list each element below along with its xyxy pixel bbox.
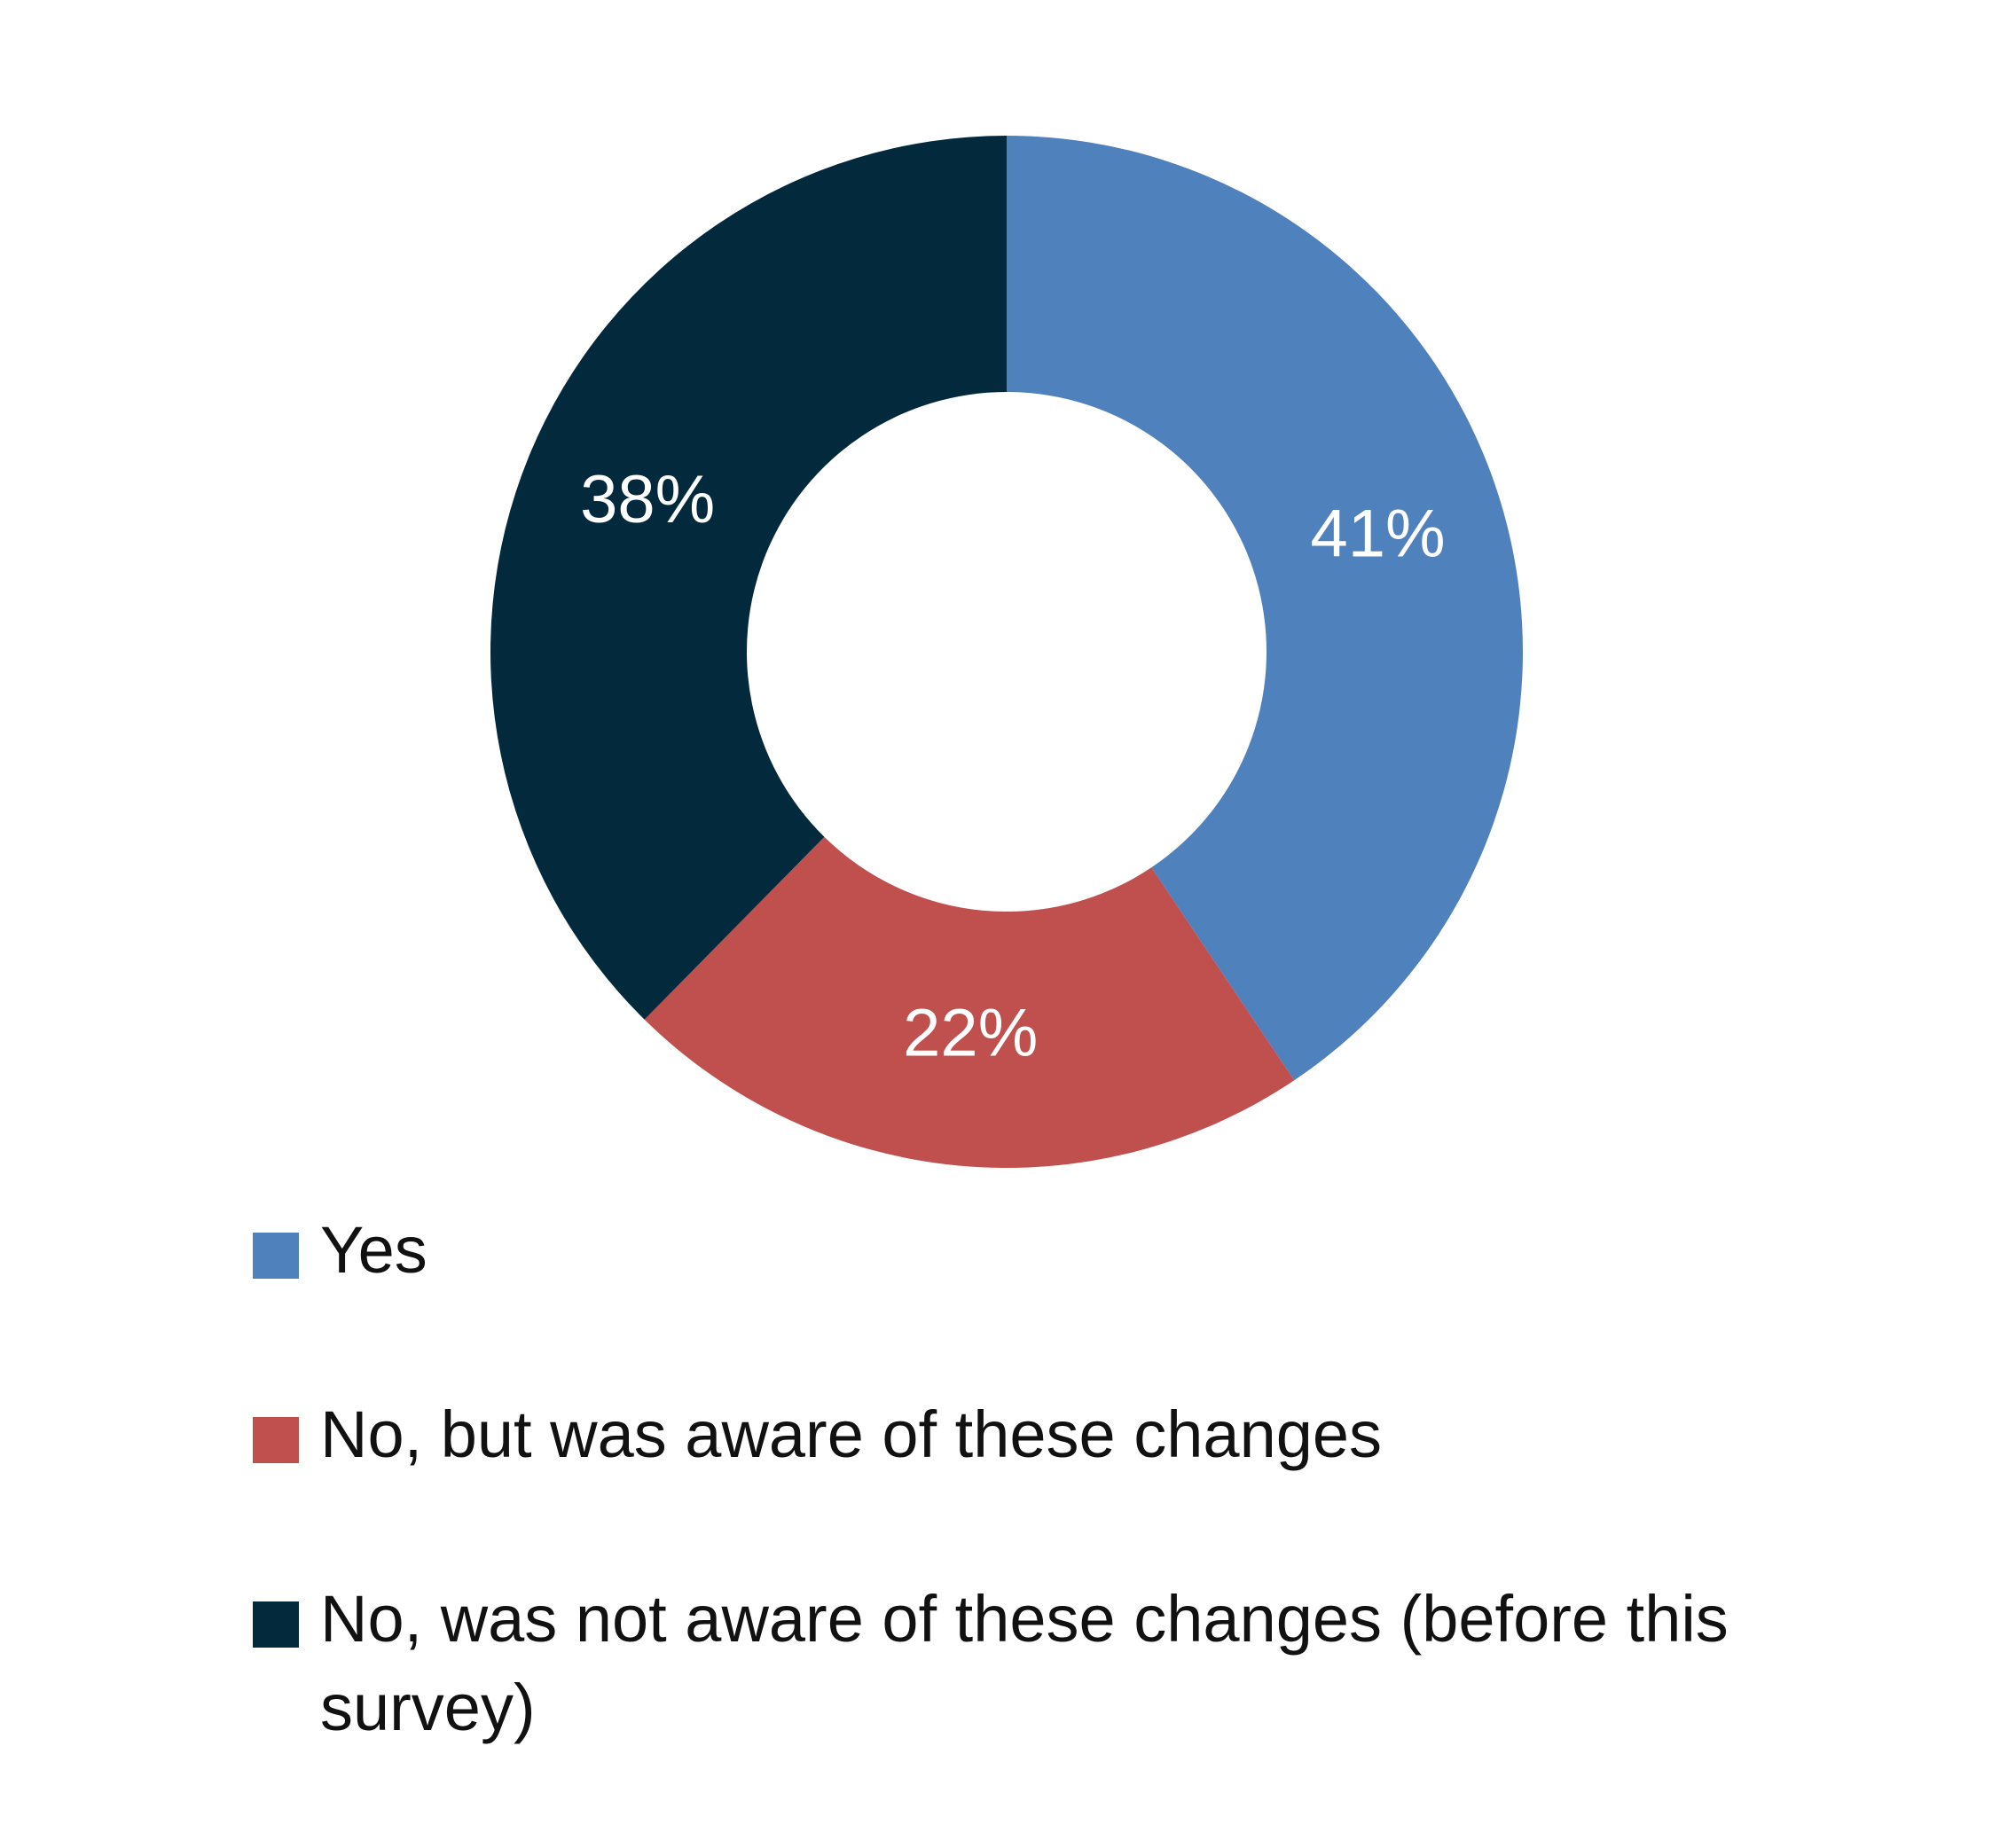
legend-label-no-aware: No, but was aware of these changes xyxy=(320,1398,1383,1471)
legend: Yes No, but was aware of these changes N… xyxy=(253,1206,1867,1848)
slice-label-no-not-aware: 38% xyxy=(580,462,715,537)
donut-chart: 41% 22% 38% xyxy=(490,136,1523,1168)
legend-item-no-not-aware: No, was not aware of these changes (befo… xyxy=(253,1575,1867,1752)
legend-swatch-no-not-aware xyxy=(253,1601,299,1648)
donut-slices xyxy=(490,136,1523,1168)
legend-swatch-yes xyxy=(253,1233,299,1279)
donut-slice-no-aware xyxy=(644,836,1295,1168)
legend-label-no-not-aware: No, was not aware of these changes (befo… xyxy=(320,1582,1729,1744)
legend-item-no-aware: No, but was aware of these changes xyxy=(253,1390,1867,1479)
legend-item-yes: Yes xyxy=(253,1206,1867,1295)
donut-slice-no-not-aware xyxy=(490,136,1007,1020)
slice-labels: 41% 22% 38% xyxy=(580,462,1446,1070)
legend-label-yes: Yes xyxy=(320,1213,427,1287)
legend-swatch-no-aware xyxy=(253,1417,299,1463)
slice-label-yes: 41% xyxy=(1310,497,1445,572)
donut-slice-yes xyxy=(1007,136,1523,1081)
slice-label-no-aware: 22% xyxy=(903,996,1038,1071)
